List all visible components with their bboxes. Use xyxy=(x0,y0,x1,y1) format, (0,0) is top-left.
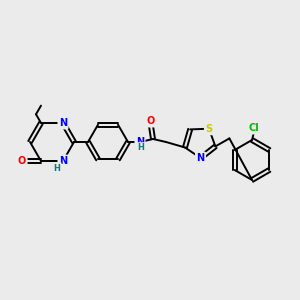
Text: Cl: Cl xyxy=(249,123,260,133)
Text: N: N xyxy=(196,153,205,163)
Text: N: N xyxy=(136,137,144,147)
Text: N: N xyxy=(59,156,67,166)
Text: H: H xyxy=(138,143,144,152)
Text: N: N xyxy=(59,118,67,128)
Text: O: O xyxy=(18,156,26,166)
Text: H: H xyxy=(54,164,60,172)
Text: S: S xyxy=(206,124,212,134)
Text: O: O xyxy=(147,116,155,126)
